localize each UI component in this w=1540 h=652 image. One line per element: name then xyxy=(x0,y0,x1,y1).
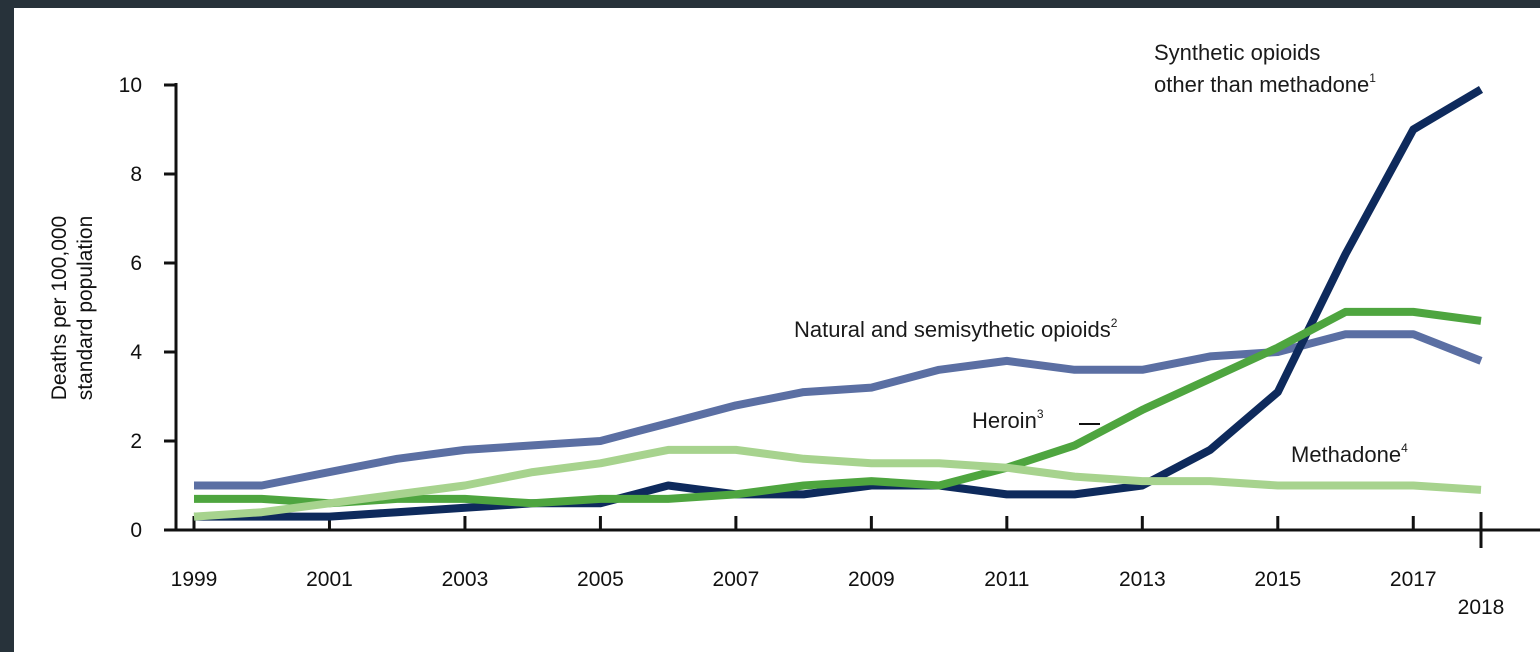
y-axis-label-line: standard population xyxy=(74,216,97,400)
series-footnote-marker: 2 xyxy=(1111,316,1118,330)
series-footnote-marker: 1 xyxy=(1369,71,1376,85)
y-tick-label: 0 xyxy=(130,519,142,542)
x-tick-label: 1999 xyxy=(171,568,218,591)
x-tick-label: 2015 xyxy=(1254,568,1301,591)
x-tick-label: 2018 xyxy=(1458,596,1505,619)
opioid-death-rate-chart: 0 2 4 6 8 10 1999 2001 2003 2005 2007 2009 2011 2013 2… xyxy=(48,40,1540,619)
x-tick-label: 2005 xyxy=(577,568,624,591)
y-axis-label: Deaths per 100,000 standard population xyxy=(48,216,97,400)
y-tick-label: 2 xyxy=(130,430,142,453)
axes: 0 2 4 6 8 10 1999 2001 2003 2005 2007 2009 2011 2013 2… xyxy=(119,74,1540,619)
y-axis-label-line: Deaths per 100,000 xyxy=(48,216,71,400)
series-label-methadone: Methadone4 xyxy=(1291,441,1408,467)
y-tick-label: 4 xyxy=(130,341,142,364)
x-tick-label: 2009 xyxy=(848,568,895,591)
x-tick-label: 2007 xyxy=(713,568,760,591)
series-label-natural: Natural and semisythetic opioids2 xyxy=(794,316,1118,342)
series-footnote-marker: 4 xyxy=(1401,441,1408,455)
x-tick-label: 2003 xyxy=(442,568,489,591)
x-tick-label: 2013 xyxy=(1119,568,1166,591)
y-axis-label-group: Deaths per 100,000 standard population xyxy=(48,216,97,400)
series-line-methadone xyxy=(193,445,1482,521)
series-line-synthetic xyxy=(194,85,1484,521)
series-label-heroin: Heroin3 xyxy=(972,407,1044,433)
series-footnote-marker: 3 xyxy=(1037,407,1044,421)
y-tick-label: 8 xyxy=(130,163,142,186)
y-tick-label: 10 xyxy=(119,74,142,97)
series-line-heroin xyxy=(194,307,1482,508)
chart-frame: 0 2 4 6 8 10 1999 2001 2003 2005 2007 2009 2011 2013 2… xyxy=(14,8,1540,652)
x-tick-label: 2017 xyxy=(1390,568,1437,591)
series-lines xyxy=(193,85,1484,521)
y-tick-label: 6 xyxy=(130,252,142,275)
x-tick-label: 2011 xyxy=(984,568,1029,591)
series-label-synthetic: Synthetic opioids xyxy=(1154,40,1320,65)
series-label-synthetic: other than methadone1 xyxy=(1154,71,1376,97)
x-tick-label: 2001 xyxy=(306,568,353,591)
series-labels: Synthetic opioids other than methadone1 Na… xyxy=(794,40,1408,467)
